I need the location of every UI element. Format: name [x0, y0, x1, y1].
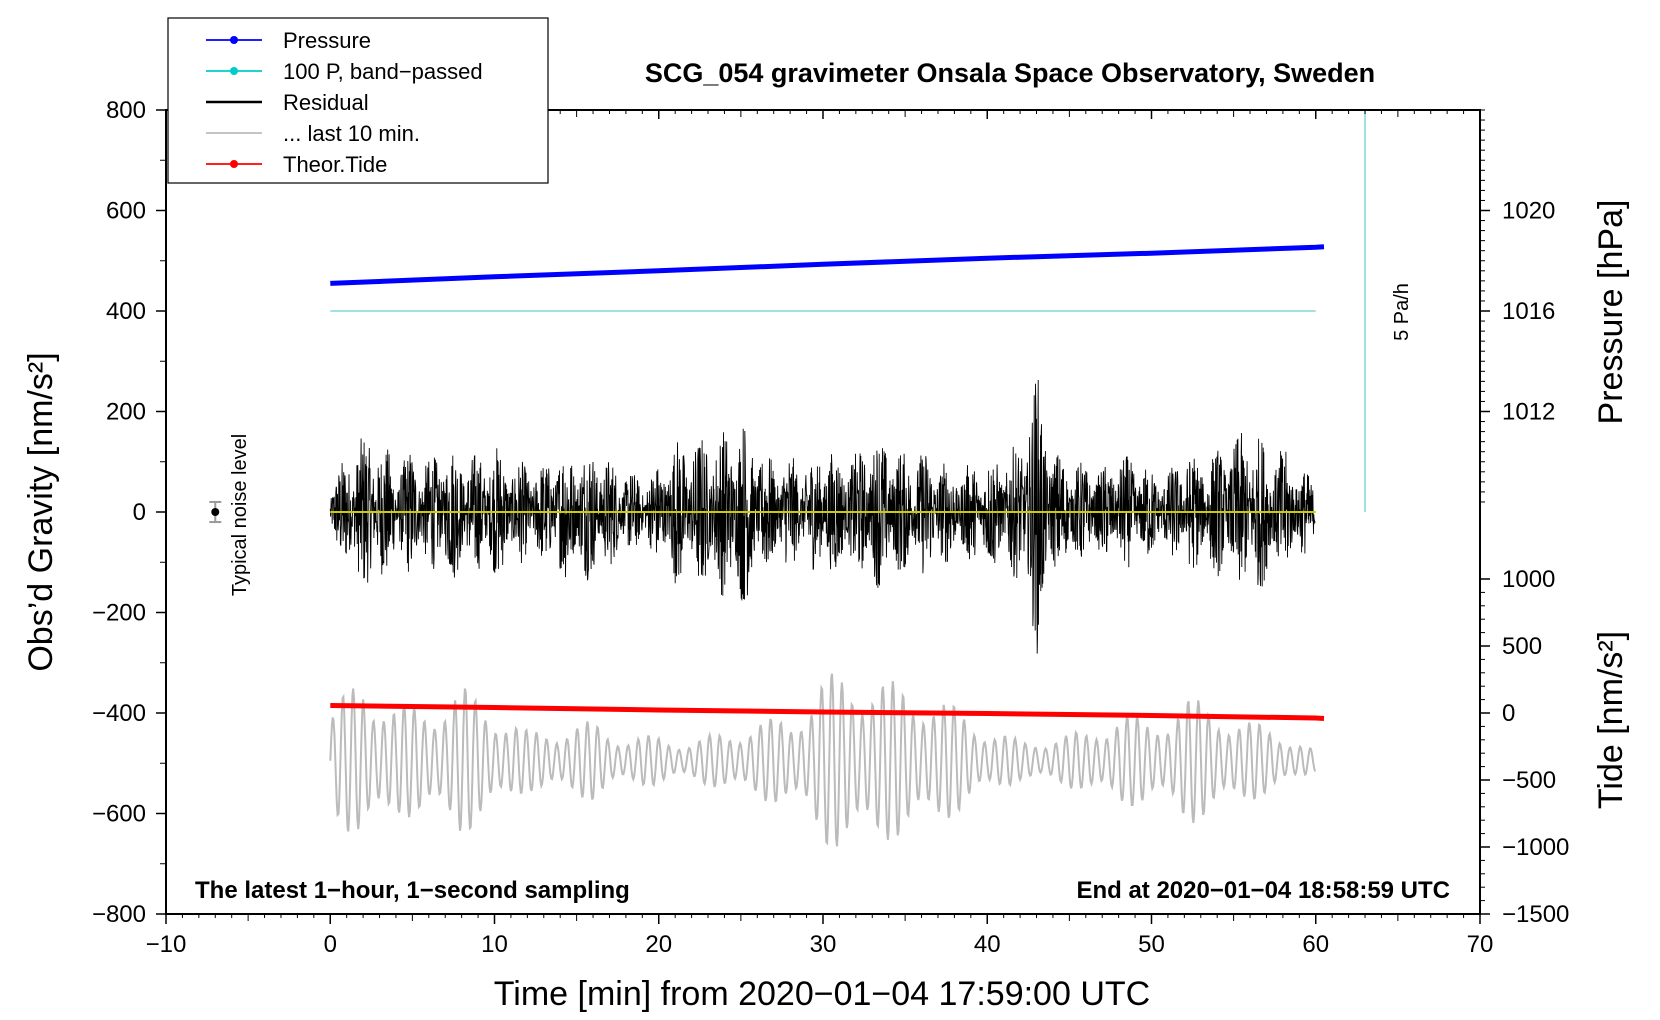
y-tick-label: −600: [92, 801, 146, 828]
y-axis-title-gravity: Obs’d Gravity [nm/s²]: [22, 352, 60, 671]
legend-marker: [230, 36, 238, 44]
legend: Pressure 100 P, band−passed Residual ... la…: [167, 17, 549, 184]
x-tick-label: 50: [1138, 931, 1165, 958]
legend-label: Residual: [283, 90, 369, 115]
x-axis-title: Time [min] from 2020−01−04 17:59:00 UTC: [494, 975, 1150, 1013]
y-axis-title-tide: Tide [nm/s²]: [1592, 631, 1630, 809]
tide-tick-label: −1000: [1502, 834, 1569, 861]
y-tick-label: −800: [92, 901, 146, 928]
chart-title: SCG_054 gravimeter Onsala Space Observat…: [645, 58, 1375, 88]
tide-tick-label: −1500: [1502, 901, 1569, 928]
legend-marker: [230, 67, 238, 75]
legend-label: 100 P, band−passed: [283, 59, 483, 84]
scale-bar-label: 5 Pa/h: [1391, 283, 1413, 341]
legend-label: ... last 10 min.: [283, 121, 420, 146]
pressure-tick-label: 1012: [1502, 399, 1555, 426]
y-tick-label: 800: [106, 97, 146, 124]
legend-label: Theor.Tide: [283, 152, 387, 177]
pressure-tick-label: 1020: [1502, 198, 1555, 225]
x-tick-label: 20: [645, 931, 672, 958]
y-tick-label: 600: [106, 198, 146, 225]
tide-tick-label: 500: [1502, 633, 1542, 660]
y-tick-label: 400: [106, 298, 146, 325]
x-tick-label: −10: [146, 931, 187, 958]
y-tick-label: −200: [92, 600, 146, 627]
x-tick-label: 70: [1467, 931, 1494, 958]
end-time-note: End at 2020−01−04 18:58:59 UTC: [1076, 877, 1450, 904]
legend-marker: [230, 160, 238, 168]
x-tick-label: 10: [481, 931, 508, 958]
axis-layer: −10 0 10 20 30 40 50 60 708006004002000−200−400−…: [92, 97, 1569, 958]
x-tick-label: 30: [810, 931, 837, 958]
legend-box: [167, 17, 549, 184]
tide-tick-label: 0: [1502, 700, 1515, 727]
pressure-tick-label: 1016: [1502, 298, 1555, 325]
data-layer: [209, 110, 1366, 847]
series-theor-tide: [330, 703, 1325, 721]
legend-label: Pressure: [283, 28, 371, 53]
tide-tick-label: −500: [1502, 767, 1556, 794]
series-pressure: [330, 244, 1325, 286]
y-tick-label: −400: [92, 700, 146, 727]
sampling-note: The latest 1−hour, 1−second sampling: [195, 877, 630, 904]
x-tick-label: 40: [974, 931, 1001, 958]
x-tick-label: 0: [324, 931, 337, 958]
y-tick-label: 0: [133, 499, 146, 526]
y-tick-label: 200: [106, 399, 146, 426]
y-axis-title-pressure: Pressure [hPa]: [1592, 200, 1630, 425]
x-tick-label: 60: [1302, 931, 1329, 958]
noise-level-marker: [211, 508, 220, 516]
tide-tick-label: 1000: [1502, 566, 1555, 593]
noise-level-label: Typical noise level: [229, 434, 251, 596]
